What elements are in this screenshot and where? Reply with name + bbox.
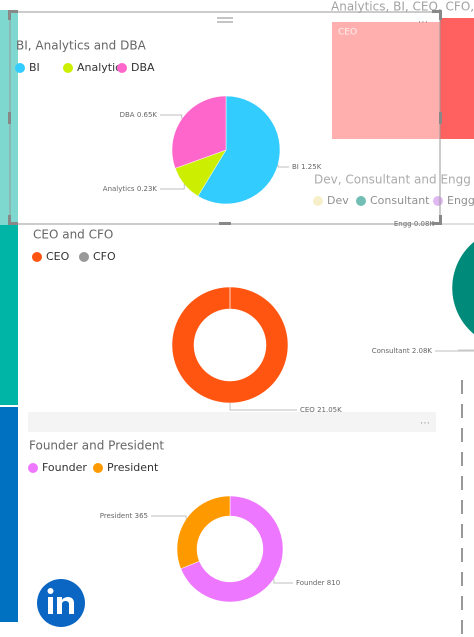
data-label-value: 1.25K <box>301 163 322 171</box>
legend: Dev Consultant Engg <box>313 194 474 207</box>
legend: CEO CFO <box>32 250 116 263</box>
chart: CEO and CFO CEO CFO CEO 21.05K <box>32 228 342 414</box>
legend-swatch <box>63 63 73 73</box>
slice <box>171 286 289 404</box>
more-icon[interactable]: ⋯ <box>420 418 430 429</box>
data-label: President 365 <box>100 512 148 520</box>
legend-label: DBA <box>131 61 155 74</box>
linkedin-icon[interactable] <box>37 579 85 627</box>
data-label-category: CEO <box>300 406 315 414</box>
side-bar <box>0 407 18 622</box>
legend: Founder President <box>28 461 159 474</box>
legend-label: Engg <box>447 194 474 207</box>
charts: Analytics, BI, CEO, CFO, DBA CEO BI, Analy… <box>15 0 474 603</box>
chart: Dev, Consultant and Engg Dev Consultant Eng… <box>313 173 474 355</box>
slice <box>180 495 284 603</box>
visual-header <box>28 412 436 432</box>
data-label: CEO 21.05K <box>300 406 342 414</box>
data-label: Founder 810 <box>296 579 340 587</box>
data-label-value: 810 <box>327 579 340 587</box>
data-label-value: 365 <box>135 512 148 520</box>
legend: BI Analytics DBA <box>15 61 155 74</box>
chart: BI, Analytics and DBA BI Analytics DBA BI 1.… <box>15 39 322 205</box>
slice <box>451 241 474 335</box>
data-label: Analytics 0.23K <box>103 185 158 193</box>
chart-title: Analytics, BI, CEO, CFO, DBA <box>331 0 474 14</box>
slice <box>176 495 231 570</box>
drag-handle[interactable] <box>217 17 233 23</box>
legend-swatch <box>93 463 103 473</box>
chart-title: BI, Analytics and DBA <box>16 39 147 53</box>
leader-line <box>151 515 187 520</box>
data-label: Consultant 2.08K <box>372 347 433 355</box>
leader-line <box>273 578 293 584</box>
leader-line <box>437 223 474 225</box>
legend-swatch <box>117 63 127 73</box>
data-label-value: 0.65K <box>137 111 158 119</box>
data-label: BI 1.25K <box>292 163 322 171</box>
chart-title: Founder and President <box>29 439 164 453</box>
leader-line <box>277 164 289 168</box>
data-label-category: Analytics <box>103 185 135 193</box>
legend-swatch <box>313 196 323 206</box>
legend-label: Dev <box>327 194 349 207</box>
chart-title: CEO and CFO <box>33 228 113 242</box>
legend-swatch <box>32 252 42 262</box>
legend-label: CFO <box>93 250 116 263</box>
legend-label: CEO <box>46 250 70 263</box>
resize-handles[interactable] <box>8 10 442 225</box>
data-label-category: Founder <box>296 579 325 587</box>
data-label-value: 0.23K <box>137 185 158 193</box>
legend-label: BI <box>29 61 40 74</box>
leader-line <box>160 184 185 190</box>
data-label-category: President <box>100 512 133 520</box>
data-label-value: 21.05K <box>317 406 342 414</box>
legend-label: President <box>107 461 159 474</box>
leader-line <box>435 350 474 352</box>
data-label-category: DBA <box>120 111 135 119</box>
legend-label: Founder <box>42 461 87 474</box>
data-label: DBA 0.65K <box>120 111 158 119</box>
legend-label: Consultant <box>370 194 430 207</box>
legend-label: Analytics <box>77 61 127 74</box>
leader-line <box>229 403 297 411</box>
legend-swatch <box>79 252 89 262</box>
side-bar <box>0 225 18 405</box>
legend-swatch <box>433 196 443 206</box>
treemap-tile <box>440 18 474 139</box>
treemap-tile <box>332 22 440 139</box>
legend-swatch <box>28 463 38 473</box>
data-label-category: Consultant <box>372 347 410 355</box>
data-label-value: 2.08K <box>412 347 433 355</box>
more-icon[interactable]: ⋯ <box>418 17 428 28</box>
slice <box>197 95 281 205</box>
data-label-category: BI <box>292 163 299 171</box>
slice <box>171 95 227 169</box>
legend-swatch <box>15 63 25 73</box>
leader-line <box>160 114 183 119</box>
chart-title: Dev, Consultant and Engg <box>314 173 471 187</box>
tile-label: CEO <box>338 28 357 38</box>
legend-swatch <box>356 196 366 206</box>
